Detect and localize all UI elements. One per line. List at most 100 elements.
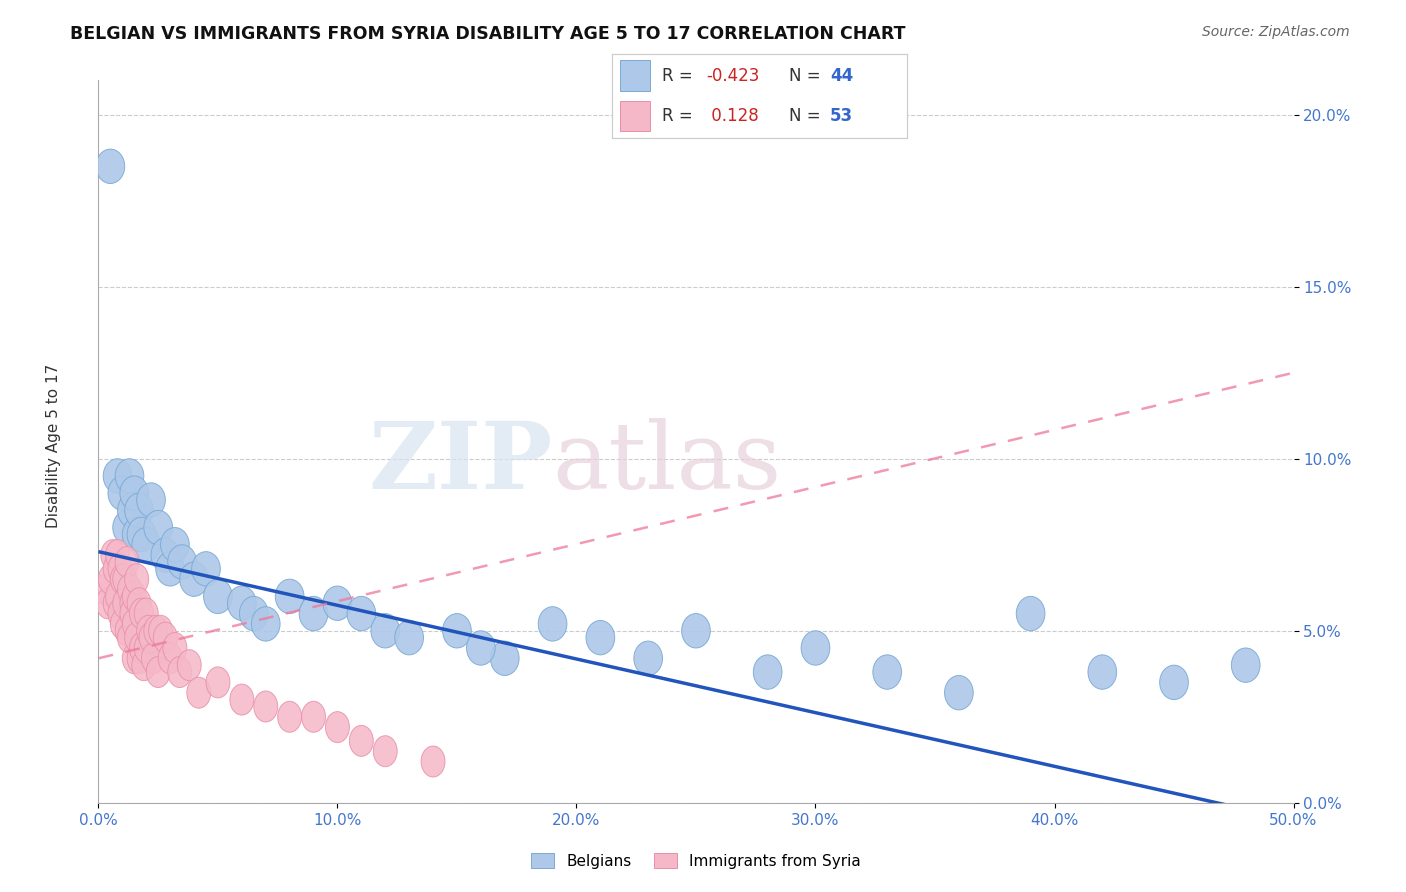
- Ellipse shape: [754, 655, 782, 690]
- Ellipse shape: [149, 615, 173, 646]
- Ellipse shape: [323, 586, 352, 621]
- Ellipse shape: [1232, 648, 1260, 682]
- Ellipse shape: [122, 608, 146, 640]
- Text: atlas: atlas: [553, 418, 782, 508]
- Ellipse shape: [634, 641, 662, 675]
- Ellipse shape: [191, 551, 221, 586]
- Ellipse shape: [682, 614, 710, 648]
- Ellipse shape: [120, 588, 143, 619]
- Ellipse shape: [873, 655, 901, 690]
- Ellipse shape: [108, 599, 132, 629]
- Ellipse shape: [132, 527, 160, 562]
- Ellipse shape: [1088, 655, 1116, 690]
- Ellipse shape: [132, 649, 156, 681]
- Ellipse shape: [180, 562, 208, 597]
- Ellipse shape: [111, 564, 135, 595]
- Text: R =: R =: [662, 67, 697, 85]
- Ellipse shape: [491, 641, 519, 675]
- Ellipse shape: [150, 538, 180, 573]
- Ellipse shape: [228, 586, 256, 621]
- Ellipse shape: [103, 458, 132, 493]
- Ellipse shape: [118, 623, 142, 653]
- Ellipse shape: [136, 615, 160, 646]
- Ellipse shape: [135, 632, 159, 664]
- Text: R =: R =: [662, 107, 697, 125]
- Ellipse shape: [96, 149, 125, 184]
- Ellipse shape: [101, 540, 125, 571]
- Ellipse shape: [112, 564, 136, 595]
- Ellipse shape: [1160, 665, 1188, 699]
- Ellipse shape: [801, 631, 830, 665]
- Ellipse shape: [254, 691, 278, 722]
- Ellipse shape: [129, 599, 153, 629]
- Ellipse shape: [143, 615, 167, 646]
- Ellipse shape: [120, 476, 149, 510]
- Ellipse shape: [96, 588, 120, 619]
- FancyBboxPatch shape: [620, 61, 650, 91]
- Ellipse shape: [146, 657, 170, 688]
- Text: 44: 44: [830, 67, 853, 85]
- Ellipse shape: [167, 545, 197, 579]
- Ellipse shape: [1017, 597, 1045, 631]
- Ellipse shape: [586, 621, 614, 655]
- Ellipse shape: [122, 643, 146, 673]
- Ellipse shape: [143, 510, 173, 545]
- Ellipse shape: [395, 621, 423, 655]
- Ellipse shape: [122, 581, 146, 612]
- Ellipse shape: [422, 746, 446, 777]
- Ellipse shape: [326, 712, 350, 742]
- Ellipse shape: [105, 540, 129, 571]
- Ellipse shape: [207, 667, 231, 698]
- Ellipse shape: [371, 614, 399, 648]
- Legend: Belgians, Immigrants from Syria: Belgians, Immigrants from Syria: [524, 847, 868, 875]
- Ellipse shape: [443, 614, 471, 648]
- Ellipse shape: [129, 632, 153, 664]
- Ellipse shape: [278, 701, 302, 732]
- Ellipse shape: [467, 631, 495, 665]
- Ellipse shape: [374, 736, 398, 767]
- Ellipse shape: [136, 483, 166, 517]
- Ellipse shape: [115, 615, 139, 646]
- Ellipse shape: [112, 588, 136, 619]
- Ellipse shape: [163, 632, 187, 664]
- Ellipse shape: [127, 588, 150, 619]
- Text: ZIP: ZIP: [368, 418, 553, 508]
- Text: N =: N =: [789, 107, 825, 125]
- Ellipse shape: [127, 643, 150, 673]
- Ellipse shape: [118, 574, 142, 605]
- Ellipse shape: [122, 517, 150, 551]
- Text: 53: 53: [830, 107, 853, 125]
- Ellipse shape: [127, 517, 156, 551]
- Ellipse shape: [276, 579, 304, 614]
- Ellipse shape: [111, 608, 135, 640]
- Ellipse shape: [120, 599, 143, 629]
- FancyBboxPatch shape: [620, 101, 650, 131]
- Ellipse shape: [118, 493, 146, 527]
- Ellipse shape: [538, 607, 567, 641]
- Ellipse shape: [156, 551, 184, 586]
- Ellipse shape: [187, 677, 211, 708]
- Ellipse shape: [125, 564, 149, 595]
- Text: N =: N =: [789, 67, 825, 85]
- Ellipse shape: [103, 553, 127, 584]
- Ellipse shape: [103, 588, 127, 619]
- Ellipse shape: [177, 649, 201, 681]
- Ellipse shape: [301, 701, 326, 732]
- Ellipse shape: [252, 607, 280, 641]
- Text: -0.423: -0.423: [706, 67, 759, 85]
- Ellipse shape: [112, 510, 142, 545]
- Ellipse shape: [105, 581, 129, 612]
- Text: BELGIAN VS IMMIGRANTS FROM SYRIA DISABILITY AGE 5 TO 17 CORRELATION CHART: BELGIAN VS IMMIGRANTS FROM SYRIA DISABIL…: [70, 25, 905, 43]
- Ellipse shape: [125, 493, 153, 527]
- Ellipse shape: [139, 623, 163, 653]
- Ellipse shape: [347, 597, 375, 631]
- Ellipse shape: [125, 623, 149, 653]
- Ellipse shape: [153, 623, 177, 653]
- Text: Disability Age 5 to 17: Disability Age 5 to 17: [46, 364, 60, 528]
- Text: 0.128: 0.128: [706, 107, 759, 125]
- Ellipse shape: [204, 579, 232, 614]
- Ellipse shape: [231, 684, 254, 715]
- Ellipse shape: [160, 527, 190, 562]
- Ellipse shape: [142, 643, 166, 673]
- Ellipse shape: [945, 675, 973, 710]
